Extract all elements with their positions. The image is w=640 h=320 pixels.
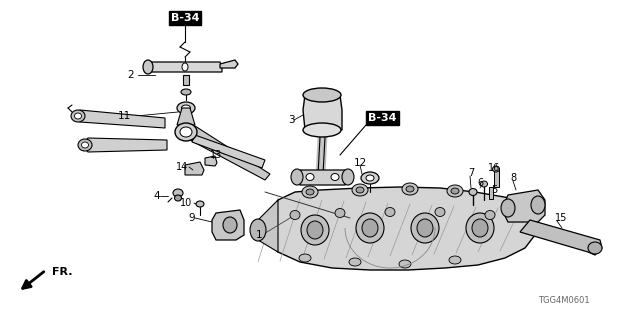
Ellipse shape [291,169,303,185]
Ellipse shape [493,166,499,172]
Ellipse shape [299,254,311,262]
Ellipse shape [173,189,183,197]
Text: B-34: B-34 [171,13,199,23]
Ellipse shape [175,123,197,141]
Ellipse shape [435,207,445,217]
Ellipse shape [588,242,602,254]
Ellipse shape [447,185,463,197]
Polygon shape [190,126,270,180]
Ellipse shape [303,88,341,102]
Ellipse shape [331,173,339,180]
Ellipse shape [352,184,368,196]
Text: 8: 8 [510,173,516,183]
Ellipse shape [175,195,182,201]
Bar [183,75,189,85]
Ellipse shape [342,169,354,185]
Text: 1: 1 [255,230,262,240]
Ellipse shape [349,258,361,266]
Polygon shape [212,210,244,240]
Ellipse shape [196,201,204,207]
Text: 10: 10 [180,198,192,208]
Polygon shape [265,187,538,270]
Polygon shape [502,190,545,222]
Ellipse shape [301,215,329,245]
Text: TGG4M0601: TGG4M0601 [538,296,590,305]
Ellipse shape [81,142,88,148]
Text: 11: 11 [118,111,131,121]
Text: 7: 7 [468,168,474,178]
Ellipse shape [307,221,323,239]
Ellipse shape [71,110,85,122]
Ellipse shape [485,211,495,220]
Ellipse shape [356,187,364,193]
Ellipse shape [417,219,433,237]
Ellipse shape [472,219,488,237]
Text: 12: 12 [354,158,367,168]
Text: 9: 9 [188,213,195,223]
Ellipse shape [402,183,418,195]
Bar [489,187,493,199]
Text: 3: 3 [288,115,294,125]
Bar [493,169,499,187]
Polygon shape [82,138,167,152]
Polygon shape [303,95,342,130]
Ellipse shape [449,256,461,264]
Text: 5: 5 [491,185,497,195]
Ellipse shape [399,260,411,268]
Ellipse shape [182,105,191,111]
Ellipse shape [143,60,153,74]
Text: 16: 16 [488,163,500,173]
Ellipse shape [306,173,314,180]
Ellipse shape [177,102,195,114]
Ellipse shape [469,188,477,196]
Ellipse shape [531,196,545,214]
Ellipse shape [223,217,237,233]
Polygon shape [220,60,238,68]
Ellipse shape [78,139,92,151]
Ellipse shape [180,127,192,137]
Ellipse shape [335,209,345,218]
Ellipse shape [356,213,384,243]
Polygon shape [185,162,204,175]
Ellipse shape [362,219,378,237]
Ellipse shape [411,213,439,243]
Ellipse shape [181,89,191,95]
Polygon shape [258,200,278,252]
Ellipse shape [303,123,341,137]
Ellipse shape [74,113,81,119]
Text: 2: 2 [127,70,134,80]
Polygon shape [75,110,165,128]
Ellipse shape [361,172,379,184]
Polygon shape [177,108,195,125]
Text: 14: 14 [176,162,188,172]
Text: 4: 4 [153,191,159,201]
Ellipse shape [406,186,414,192]
Ellipse shape [366,175,374,181]
Text: 13: 13 [210,150,222,160]
Polygon shape [297,170,348,185]
Text: FR.: FR. [52,267,72,277]
Ellipse shape [302,186,318,198]
Text: B-34: B-34 [368,113,397,123]
Ellipse shape [290,211,300,220]
Text: 6: 6 [477,178,483,188]
Polygon shape [205,156,217,166]
Ellipse shape [182,63,188,71]
Ellipse shape [250,219,266,241]
Ellipse shape [466,213,494,243]
Ellipse shape [501,199,515,217]
Ellipse shape [385,207,395,217]
Text: 15: 15 [555,213,568,223]
Polygon shape [520,220,602,255]
Ellipse shape [306,189,314,195]
Ellipse shape [451,188,459,194]
Polygon shape [146,62,222,72]
Polygon shape [192,135,265,168]
Ellipse shape [481,181,488,187]
